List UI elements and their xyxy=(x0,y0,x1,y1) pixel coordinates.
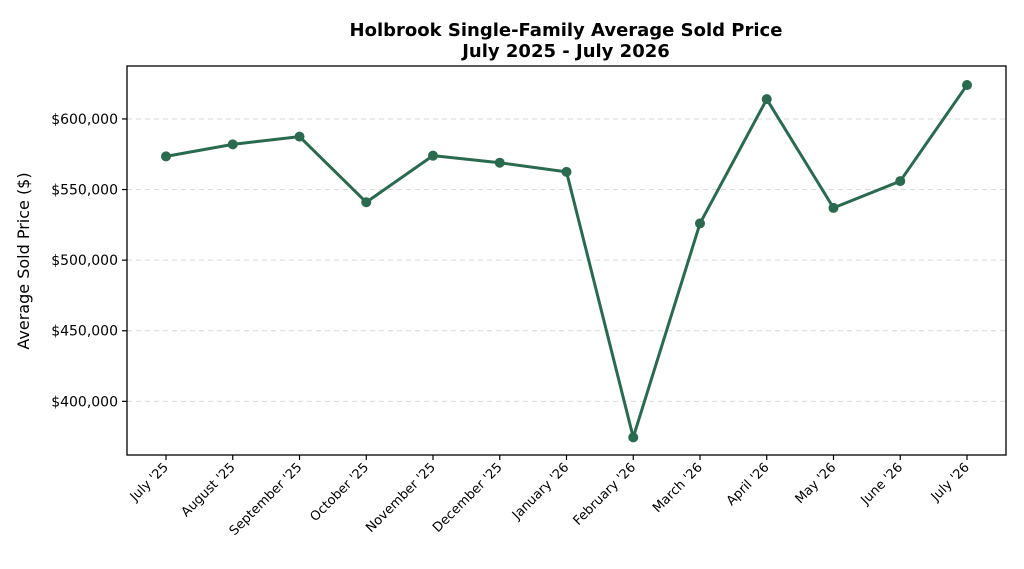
data-point xyxy=(761,94,772,105)
x-tick-label: May '26 xyxy=(793,460,840,507)
data-point xyxy=(227,139,238,150)
x-tick-label: September '25 xyxy=(227,460,306,539)
y-axis-ticks: $400,000 $450,000 $500,000 $550,000 $600,000 xyxy=(51,112,127,410)
x-tick-label: January '26 xyxy=(509,460,572,523)
y-tick-label: $600,000 xyxy=(51,112,118,128)
x-tick-label: February '26 xyxy=(571,460,639,528)
x-tick-label: March '26 xyxy=(650,460,706,516)
y-tick-label: $500,000 xyxy=(51,253,118,269)
y-tick-label: $400,000 xyxy=(51,394,118,410)
x-tick-label: July '26 xyxy=(928,460,973,505)
x-tick-label: June '26 xyxy=(858,460,906,508)
data-point xyxy=(294,131,305,142)
data-point xyxy=(695,218,705,229)
x-tick-label: November '25 xyxy=(363,460,439,536)
chart-subtitle: July 2025 - July 2026 xyxy=(460,41,670,62)
chart-title: Holbrook Single-Family Average Sold Pric… xyxy=(350,20,783,41)
plot-frame xyxy=(126,65,1007,456)
y-axis-label: Average Sold Price ($) xyxy=(14,172,33,349)
series-line xyxy=(164,83,969,439)
y-tick-label: $450,000 xyxy=(51,324,118,340)
data-point xyxy=(561,166,572,177)
data-point xyxy=(962,80,972,91)
gridlines xyxy=(127,118,1006,402)
x-tick-label: December '25 xyxy=(430,460,505,535)
data-point xyxy=(828,202,839,213)
data-point xyxy=(361,197,372,208)
data-point xyxy=(895,176,906,187)
x-tick-label: October '25 xyxy=(308,460,373,525)
data-series xyxy=(161,80,972,443)
x-tick-label: July '25 xyxy=(127,460,172,505)
y-tick-label: $550,000 xyxy=(51,183,118,199)
x-tick-label: April '26 xyxy=(724,460,773,509)
x-tick-label: August '25 xyxy=(179,460,239,520)
data-point xyxy=(161,151,171,162)
data-point xyxy=(628,432,639,443)
data-point xyxy=(494,157,505,168)
data-point xyxy=(428,150,438,161)
